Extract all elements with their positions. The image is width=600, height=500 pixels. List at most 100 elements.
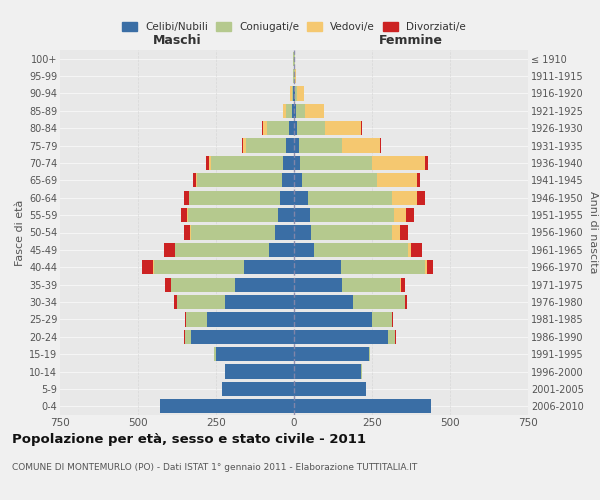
Bar <box>185 312 187 326</box>
Bar <box>425 156 428 170</box>
Bar <box>286 138 294 152</box>
Bar <box>226 364 294 378</box>
Bar <box>190 190 280 205</box>
Bar <box>211 156 283 170</box>
Bar <box>196 173 197 188</box>
Bar <box>281 173 294 188</box>
Bar <box>191 226 275 239</box>
Bar <box>190 226 191 239</box>
Bar <box>206 156 209 170</box>
Bar <box>268 121 289 136</box>
Bar <box>294 86 295 101</box>
Bar <box>294 295 353 309</box>
Bar <box>294 156 300 170</box>
Bar <box>427 260 433 274</box>
Bar <box>300 156 372 170</box>
Bar <box>294 121 297 136</box>
Bar <box>193 173 196 188</box>
Bar <box>290 86 292 101</box>
Bar <box>294 104 296 118</box>
Bar <box>283 104 286 118</box>
Bar <box>191 330 294 344</box>
Bar <box>377 173 417 188</box>
Bar <box>275 226 294 239</box>
Bar <box>369 347 370 362</box>
Bar <box>294 208 310 222</box>
Bar <box>417 190 425 205</box>
Bar <box>226 295 294 309</box>
Bar <box>372 156 425 170</box>
Bar <box>406 208 414 222</box>
Bar <box>244 260 294 274</box>
Bar <box>184 330 185 344</box>
Text: Maschi: Maschi <box>152 34 202 48</box>
Bar <box>154 260 244 274</box>
Bar <box>295 69 296 83</box>
Bar <box>392 226 400 239</box>
Bar <box>405 295 407 309</box>
Bar <box>294 347 369 362</box>
Bar <box>343 278 400 292</box>
Bar <box>408 243 411 257</box>
Bar <box>283 156 294 170</box>
Text: Popolazione per età, sesso e stato civile - 2011: Popolazione per età, sesso e stato civil… <box>12 432 366 446</box>
Bar <box>325 121 361 136</box>
Bar <box>216 347 294 362</box>
Bar <box>425 260 427 274</box>
Bar <box>310 208 394 222</box>
Bar <box>417 173 421 188</box>
Bar <box>185 330 191 344</box>
Bar <box>392 190 417 205</box>
Bar <box>242 138 245 152</box>
Bar <box>160 399 294 413</box>
Bar <box>296 104 305 118</box>
Bar <box>278 208 294 222</box>
Bar <box>361 121 362 136</box>
Bar <box>286 104 292 118</box>
Text: Femmine: Femmine <box>379 34 443 48</box>
Bar <box>343 138 380 152</box>
Bar <box>395 330 396 344</box>
Bar <box>341 260 425 274</box>
Bar <box>187 208 188 222</box>
Y-axis label: Anni di nascita: Anni di nascita <box>587 191 598 274</box>
Bar <box>294 382 366 396</box>
Bar <box>400 226 408 239</box>
Bar <box>294 243 314 257</box>
Bar <box>164 278 171 292</box>
Bar <box>293 86 294 101</box>
Bar <box>175 243 269 257</box>
Bar <box>292 86 293 101</box>
Bar <box>206 312 294 326</box>
Bar <box>214 347 216 362</box>
Bar <box>353 295 405 309</box>
Bar <box>394 208 406 222</box>
Bar <box>294 312 372 326</box>
Bar <box>184 226 190 239</box>
Bar <box>245 138 286 152</box>
Bar <box>294 173 302 188</box>
Bar <box>171 278 235 292</box>
Bar <box>314 243 408 257</box>
Bar <box>289 121 294 136</box>
Bar <box>269 243 294 257</box>
Bar <box>164 243 175 257</box>
Bar <box>299 138 343 152</box>
Bar <box>188 208 278 222</box>
Bar <box>187 312 206 326</box>
Bar <box>297 121 325 136</box>
Bar <box>174 295 177 309</box>
Bar <box>142 260 153 274</box>
Bar <box>401 278 406 292</box>
Bar <box>177 295 226 309</box>
Bar <box>184 190 188 205</box>
Bar <box>294 190 308 205</box>
Bar <box>294 364 361 378</box>
Bar <box>380 138 381 152</box>
Bar <box>388 330 395 344</box>
Bar <box>222 382 294 396</box>
Bar <box>263 121 268 136</box>
Bar <box>209 156 211 170</box>
Bar <box>294 278 343 292</box>
Text: COMUNE DI MONTEMURLO (PO) - Dati ISTAT 1° gennaio 2011 - Elaborazione TUTTITALIA: COMUNE DI MONTEMURLO (PO) - Dati ISTAT 1… <box>12 462 417 471</box>
